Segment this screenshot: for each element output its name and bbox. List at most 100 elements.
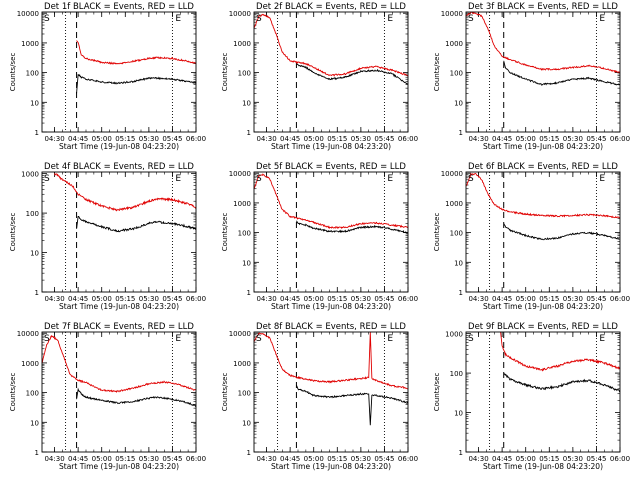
x-tick-label: 04:45: [68, 295, 88, 303]
end-marker-label: E: [175, 174, 181, 184]
series-lld-line: [253, 173, 409, 230]
y-tick-label: 10: [242, 99, 251, 107]
x-tick-label: 06:00: [610, 455, 630, 463]
x-tick-label: 05:45: [586, 295, 606, 303]
x-tick-label: 05:00: [304, 455, 324, 463]
y-tick-label: 1: [459, 289, 463, 297]
x-tick-label: 05:15: [327, 135, 347, 143]
x-tick-label: 05:15: [539, 135, 559, 143]
plot-frame: [41, 331, 197, 453]
x-tick-label: 05:30: [351, 135, 371, 143]
x-tick-label: 04:30: [44, 455, 64, 463]
start-marker-label: S: [256, 174, 262, 184]
x-tick-label: 05:15: [115, 455, 135, 463]
series-events-line: [76, 215, 197, 233]
y-tick-label: 1000: [21, 40, 39, 48]
start-marker-label: S: [256, 334, 262, 344]
x-tick-label: 05:30: [563, 455, 583, 463]
plot-frame: [465, 11, 621, 133]
series-events-line: [76, 387, 197, 407]
x-axis-label: Start Time (19-Jun-08 04:23:20): [271, 462, 391, 471]
series-events-line: [296, 384, 409, 426]
x-tick-label: 05:45: [586, 135, 606, 143]
x-tick-label: 06:00: [186, 455, 206, 463]
y-tick-label: 1: [247, 129, 251, 137]
x-tick-label: 06:00: [398, 135, 418, 143]
x-tick-label: 05:00: [92, 135, 112, 143]
detector-panel: Det 3f BLACK = Events, RED = LLD 1 10 100 10…: [433, 2, 630, 151]
detector-panel: Det 9f BLACK = Events, RED = LLD 1 10 100 10…: [433, 322, 630, 471]
y-tick-label: 100: [26, 210, 39, 218]
panel-title: Det 9f BLACK = Events, RED = LLD: [468, 322, 618, 332]
x-tick-label: 04:30: [44, 295, 64, 303]
x-tick-label: 04:30: [256, 455, 276, 463]
x-tick-label: 05:15: [327, 455, 347, 463]
y-tick-label: 10000: [229, 170, 251, 178]
y-tick-label: 1000: [445, 200, 463, 208]
y-tick-label: 100: [26, 70, 39, 78]
series-lld-line: [253, 13, 409, 77]
series-events-line: [503, 60, 621, 86]
y-tick-label: 1: [35, 129, 39, 137]
y-tick-label: 1: [247, 449, 251, 457]
panel-title: Det 1f BLACK = Events, RED = LLD: [44, 2, 194, 12]
x-tick-label: 05:00: [92, 295, 112, 303]
panel-title: Det 2f BLACK = Events, RED = LLD: [256, 2, 406, 12]
x-tick-label: 04:30: [468, 295, 488, 303]
x-axis-label: Start Time (19-Jun-08 04:23:20): [59, 142, 179, 151]
y-axis-label: Counts/sec: [221, 373, 229, 412]
x-tick-label: 05:45: [162, 135, 182, 143]
plot-frame: [253, 11, 409, 133]
y-axis-label: Counts/sec: [433, 373, 441, 412]
x-axis-label: Start Time (19-Jun-08 04:23:20): [483, 302, 603, 311]
x-tick-label: 05:30: [563, 135, 583, 143]
series-lld-line: [41, 335, 197, 393]
x-tick-label: 04:45: [492, 135, 512, 143]
x-tick-label: 04:30: [256, 135, 276, 143]
y-tick-label: 10000: [229, 10, 251, 18]
x-tick-label: 05:30: [351, 455, 371, 463]
x-tick-label: 05:00: [304, 295, 324, 303]
x-tick-label: 05:30: [139, 135, 159, 143]
panel-title: Det 6f BLACK = Events, RED = LLD: [468, 162, 618, 172]
start-marker-label: S: [468, 14, 474, 24]
y-axis-label: Counts/sec: [433, 53, 441, 92]
detector-panel: Det 7f BLACK = Events, RED = LLD 1 10 100 10…: [9, 322, 206, 471]
x-axis-label: Start Time (19-Jun-08 04:23:20): [271, 302, 391, 311]
x-tick-label: 05:45: [586, 455, 606, 463]
x-tick-label: 05:00: [516, 295, 536, 303]
y-tick-label: 100: [450, 230, 463, 238]
x-tick-label: 06:00: [186, 295, 206, 303]
end-marker-label: E: [599, 174, 605, 184]
y-tick-label: 100: [450, 70, 463, 78]
y-tick-label: 10: [30, 250, 39, 258]
x-tick-label: 04:45: [280, 135, 300, 143]
series-events-line: [503, 372, 621, 393]
y-tick-label: 1000: [21, 171, 39, 179]
y-tick-label: 1000: [445, 331, 463, 339]
detector-panel: Det 6f BLACK = Events, RED = LLD 1 10 100 10…: [433, 162, 630, 311]
y-tick-label: 1: [35, 449, 39, 457]
series-lld-line: [465, 172, 621, 219]
x-tick-label: 05:00: [516, 135, 536, 143]
detector-panel: Det 1f BLACK = Events, RED = LLD 1 10 100 10…: [9, 2, 206, 151]
x-tick-label: 04:45: [68, 135, 88, 143]
y-tick-label: 1000: [233, 200, 251, 208]
start-marker-label: S: [468, 174, 474, 184]
start-marker-label: S: [44, 174, 50, 184]
x-axis-label: Start Time (19-Jun-08 04:23:20): [483, 142, 603, 151]
detector-panel: Det 8f BLACK = Events, RED = LLD 1 10 100 10…: [221, 322, 418, 471]
series-events-line: [503, 223, 621, 241]
x-tick-label: 05:00: [304, 135, 324, 143]
series-lld-line: [76, 40, 197, 65]
end-marker-label: E: [387, 14, 393, 24]
series-lld-line: [465, 11, 621, 74]
end-marker-label: E: [175, 334, 181, 344]
y-tick-label: 100: [238, 230, 251, 238]
panel-title: Det 8f BLACK = Events, RED = LLD: [256, 322, 406, 332]
series-events-line: [76, 73, 197, 94]
start-marker-label: S: [44, 334, 50, 344]
x-tick-label: 05:30: [563, 295, 583, 303]
y-tick-label: 10: [454, 259, 463, 267]
y-axis-label: Counts/sec: [9, 53, 17, 92]
